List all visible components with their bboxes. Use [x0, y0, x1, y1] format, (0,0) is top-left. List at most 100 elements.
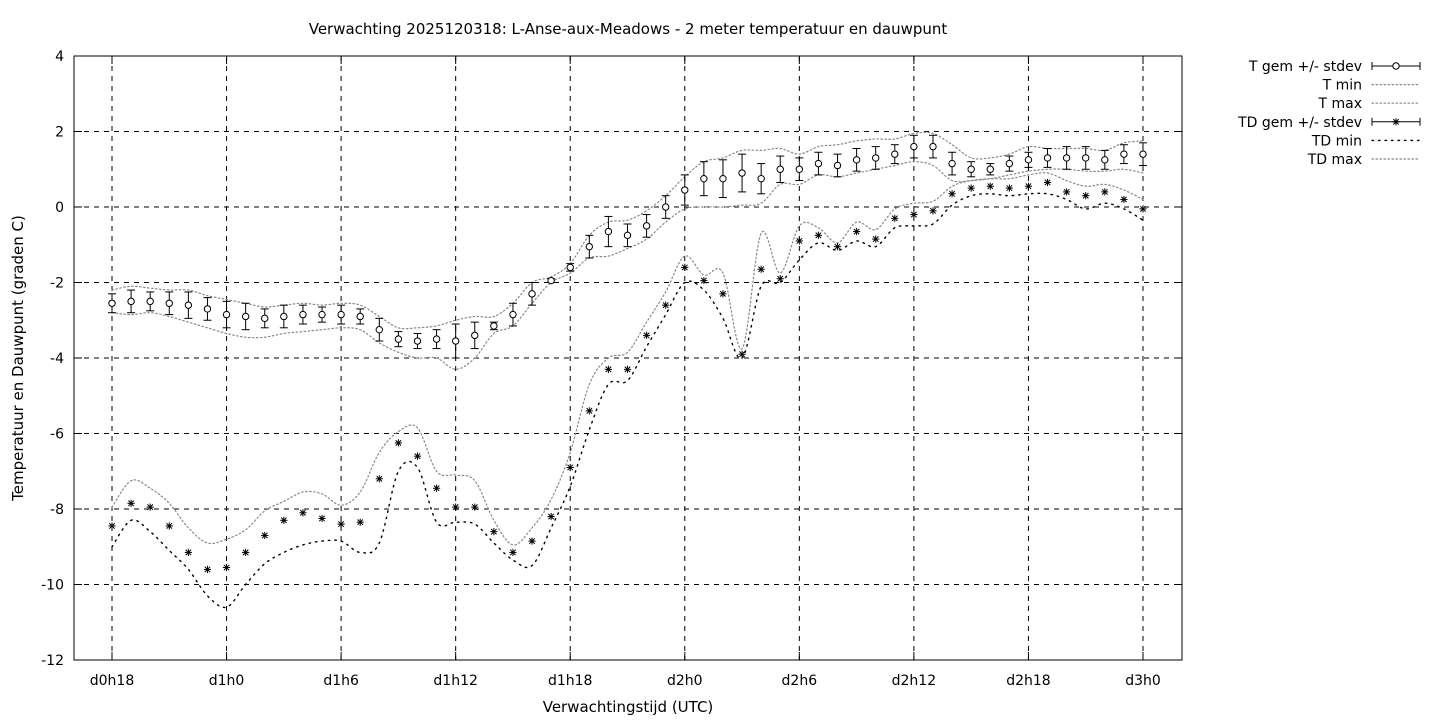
y-tick-label: -6: [50, 427, 64, 443]
data-point: [795, 165, 804, 173]
data-point: [833, 161, 842, 170]
data-point: [1062, 154, 1071, 162]
y-tick-label: -4: [50, 351, 64, 367]
data-point: [585, 242, 594, 251]
data-point: [166, 522, 173, 530]
data-point: [241, 312, 250, 321]
data-point: [758, 266, 765, 273]
data-point: [337, 310, 345, 319]
data-point: [910, 211, 917, 218]
legend-marker: [1392, 118, 1400, 125]
data-point: [1101, 188, 1108, 195]
x-tick-label: d1h6: [323, 673, 359, 689]
data-point: [490, 528, 497, 535]
data-point: [414, 453, 421, 460]
legend-label: TD gem +/- stdev: [1237, 115, 1362, 131]
data-point: [108, 299, 116, 307]
data-point: [1101, 156, 1109, 164]
data-point: [108, 522, 116, 530]
data-point: [814, 159, 823, 168]
x-axis-label: Verwachtingstijd (UTC): [543, 698, 714, 716]
data-point: [986, 165, 994, 173]
data-point: [1043, 154, 1052, 162]
data-point: [146, 297, 154, 306]
data-point: [623, 231, 632, 240]
data-point: [127, 297, 135, 306]
data-point: [776, 165, 784, 173]
data-point: [852, 156, 861, 164]
data-point: [872, 236, 879, 243]
data-point: [128, 500, 135, 507]
data-point: [739, 351, 746, 358]
data-point: [548, 513, 555, 520]
data-point: [1139, 150, 1147, 158]
data-point: [222, 310, 231, 319]
data-point: [929, 142, 937, 151]
data-point: [318, 515, 326, 522]
legend-label: T gem +/- stdev: [1248, 59, 1362, 75]
legend-label: T min: [1322, 78, 1362, 94]
data-point: [834, 243, 841, 250]
data-point: [661, 203, 670, 211]
axis-ticks: 4 2 0 -2 -4 -6 -8 -10 -12 d0h18 d1h0 d1h6 d1h12 d1h18…: [41, 49, 1182, 689]
data-point: [1139, 205, 1147, 212]
data-point: [204, 566, 211, 573]
data-point: [967, 165, 975, 173]
data-point: [280, 517, 287, 524]
data-point: [547, 276, 555, 285]
x-tick-label: d2h6: [782, 673, 818, 689]
data-point: [261, 314, 269, 323]
y-tick-label: -2: [50, 276, 64, 292]
data-point: [681, 186, 689, 194]
data-point: [948, 159, 956, 168]
data-point: [872, 154, 880, 162]
data-point: [394, 335, 403, 343]
data-point: [185, 549, 192, 556]
data-point: [681, 264, 688, 271]
data-point: [891, 150, 899, 158]
series-points-t-gem: [108, 134, 1147, 359]
y-tick-label: 2: [55, 125, 64, 141]
x-tick-label: d1h12: [433, 673, 477, 689]
data-point: [376, 475, 383, 482]
data-point: [700, 174, 708, 183]
data-point: [356, 312, 364, 321]
data-point: [1082, 154, 1090, 162]
legend-label: T max: [1317, 96, 1362, 112]
data-point: [642, 222, 651, 230]
data-point: [566, 263, 574, 272]
data-point: [1120, 196, 1127, 203]
data-point: [299, 310, 307, 319]
data-point: [432, 335, 441, 343]
x-tick-label: d2h0: [667, 673, 703, 689]
data-point: [567, 464, 574, 471]
data-point: [451, 337, 460, 345]
data-point: [796, 237, 803, 245]
x-tick-label: d2h12: [892, 673, 936, 689]
plot-series: [108, 131, 1147, 609]
data-point: [1025, 183, 1032, 190]
data-point: [1024, 156, 1033, 164]
data-point: [987, 183, 994, 190]
data-point: [528, 290, 536, 298]
data-point: [471, 504, 478, 511]
data-point: [357, 519, 364, 526]
data-point: [968, 185, 975, 192]
data-point: [509, 310, 517, 319]
data-point: [452, 504, 459, 511]
data-point: [604, 227, 613, 236]
data-point: [662, 302, 669, 309]
data-point: [891, 215, 898, 222]
data-point: [318, 310, 326, 319]
legend: T gem +/- stdev T min T max TD gem +/- stde…: [1237, 59, 1421, 168]
data-point: [433, 485, 440, 492]
y-tick-label: 0: [55, 200, 64, 216]
data-point: [471, 331, 479, 340]
series-points-td-gem: [108, 178, 1147, 573]
data-point: [949, 190, 956, 197]
x-tick-label: d2h18: [1006, 673, 1050, 689]
data-point: [261, 532, 268, 539]
data-point: [757, 174, 765, 183]
data-point: [777, 275, 784, 282]
